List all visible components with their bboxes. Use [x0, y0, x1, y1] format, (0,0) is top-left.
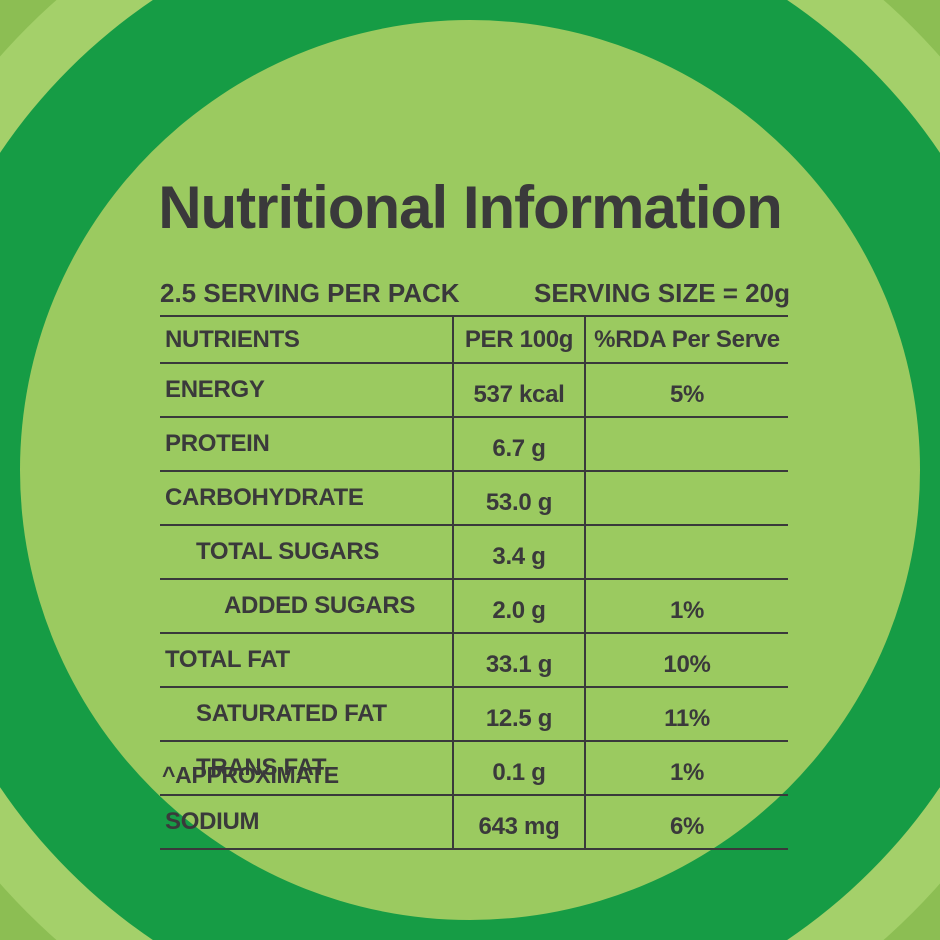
table-row-carbohydrate: CARBOHYDRATE 53.0 g [160, 471, 788, 526]
nutrient-label: CARBOHYDRATE [160, 471, 454, 526]
table-row-trans-fat: TRANS FAT 0.1 g 1% [160, 741, 788, 796]
servings-per-pack: 2.5 SERVING PER PACK [160, 278, 460, 308]
per100g-value: 33.1 g [453, 633, 586, 688]
per100g-value: 0.1 g [453, 741, 586, 796]
rda-value: 1% [585, 741, 788, 796]
table-row-saturated-fat: SATURATED FAT 12.5 g 11% [160, 687, 788, 742]
nutrient-label: TRANS FAT [160, 741, 454, 796]
table-header-row: NUTRIENTS PER 100g %RDA Per Serve [160, 316, 788, 364]
approximate-footnote: ^APPROXIMATE [162, 762, 339, 788]
rda-value [585, 525, 788, 580]
table-row-total-fat: TOTAL FAT 33.1 g 10% [160, 633, 788, 688]
table-row-protein: PROTEIN 6.7 g [160, 417, 788, 472]
per100g-value: 3.4 g [453, 525, 586, 580]
nutrient-label: ENERGY [160, 363, 454, 418]
nutrient-label: TOTAL SUGARS [160, 525, 454, 580]
per100g-value: 537 kcal [453, 363, 586, 418]
per100g-value: 6.7 g [453, 417, 586, 472]
per100g-value: 643 mg [453, 795, 586, 850]
header-per-100g: PER 100g [453, 316, 586, 364]
nutrient-label: SATURATED FAT [160, 687, 454, 742]
per100g-value: 2.0 g [453, 579, 586, 634]
rda-value [585, 471, 788, 526]
rda-value: 1% [585, 579, 788, 634]
nutrition-table: NUTRIENTS PER 100g %RDA Per Serve ENERGY… [160, 315, 788, 850]
header-rda-per-serve: %RDA Per Serve [585, 316, 788, 364]
table-row-sodium: SODIUM 643 mg 6% [160, 795, 788, 850]
serving-size: SERVING SIZE = 20g [533, 278, 790, 308]
rda-value: 5% [585, 363, 788, 418]
per100g-value: 53.0 g [453, 471, 586, 526]
table-row-added-sugars: ADDED SUGARS 2.0 g 1% [160, 579, 788, 634]
nutrient-label: PROTEIN [160, 417, 454, 472]
serving-info-row: 2.5 SERVING PER PACK SERVING SIZE = 20g [160, 280, 790, 306]
rda-value: 11% [585, 687, 788, 742]
rda-value: 10% [585, 633, 788, 688]
rda-value: 6% [585, 795, 788, 850]
table-row-energy: ENERGY 537 kcal 5% [160, 363, 788, 418]
rda-value [585, 417, 788, 472]
nutrient-label: ADDED SUGARS [160, 579, 454, 634]
nutrient-label: TOTAL FAT [160, 633, 454, 688]
page-title: Nutritional Information [158, 174, 783, 241]
nutrient-label: SODIUM [160, 795, 454, 850]
header-nutrients: NUTRIENTS [160, 316, 454, 364]
table-row-total-sugars: TOTAL SUGARS 3.4 g [160, 525, 788, 580]
per100g-value: 12.5 g [453, 687, 586, 742]
